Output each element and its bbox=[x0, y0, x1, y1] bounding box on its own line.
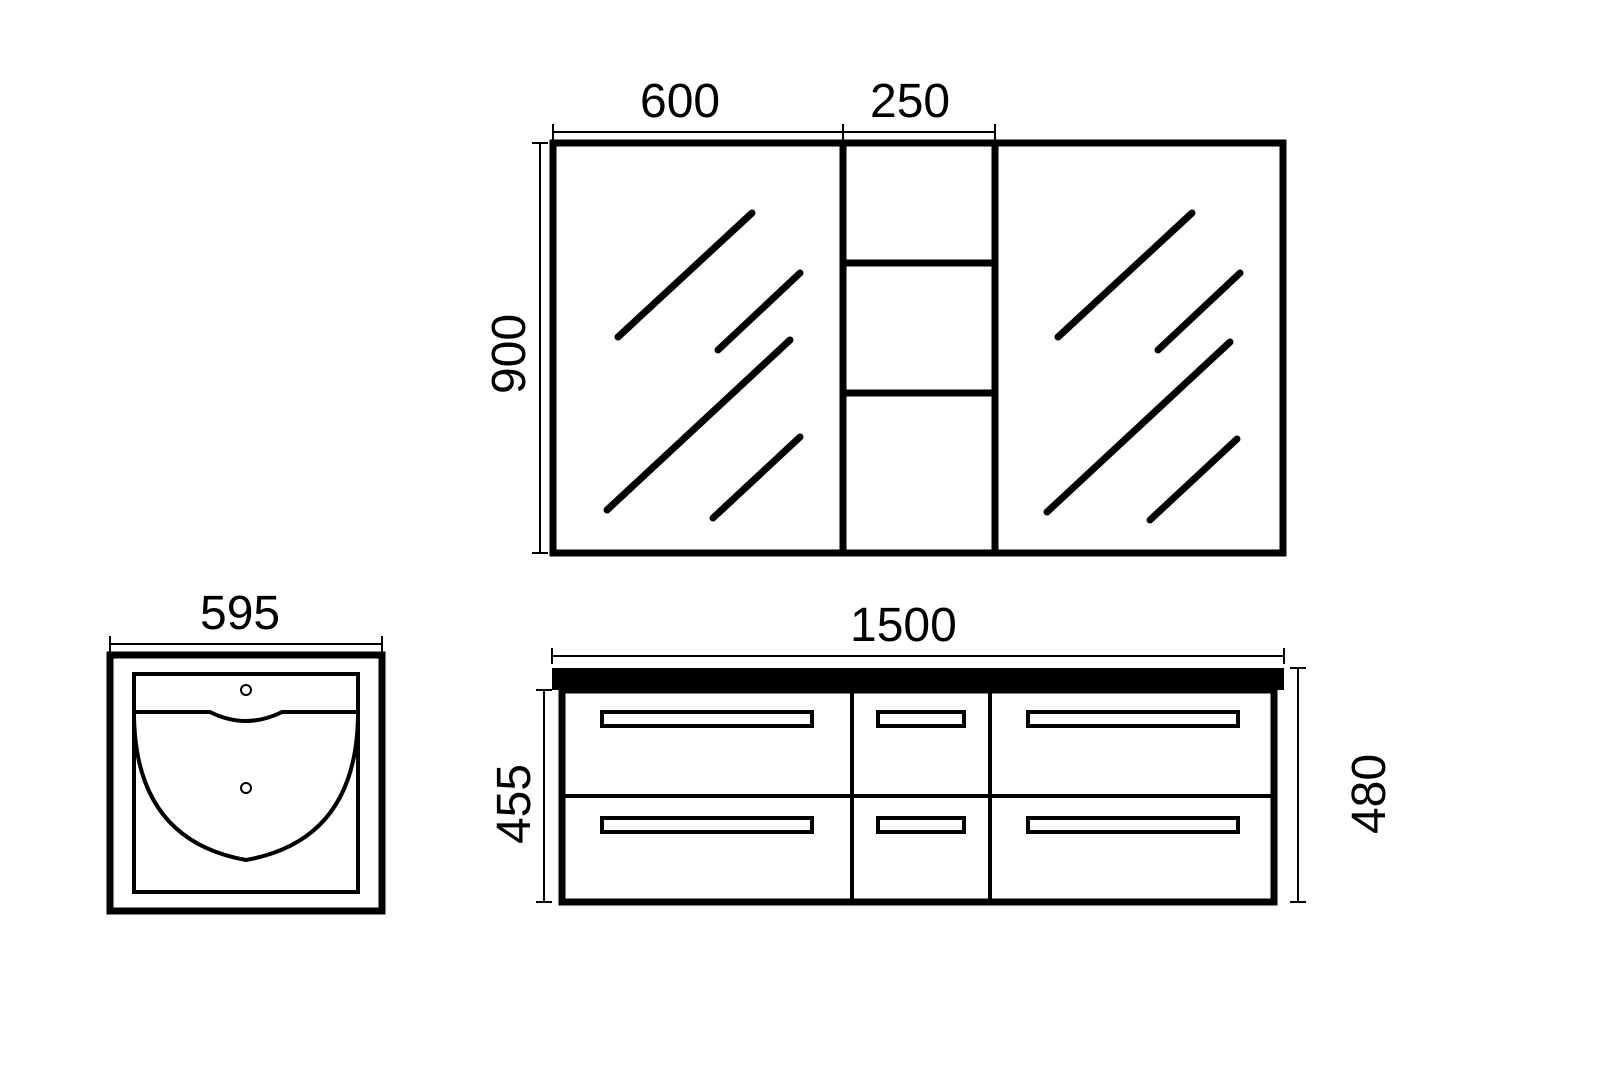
dim-455-label: 455 bbox=[491, 764, 539, 844]
dim-595-label: 595 bbox=[200, 590, 280, 638]
dim-1500-label: 1500 bbox=[850, 602, 957, 650]
dim-600-label: 600 bbox=[640, 78, 720, 126]
drawing-svg bbox=[0, 0, 1600, 1067]
drawing-stage: 600 250 900 595 1500 455 480 bbox=[0, 0, 1600, 1067]
dim-250-label: 250 bbox=[870, 78, 950, 126]
dim-900-label: 900 bbox=[486, 314, 534, 394]
dim-480-label: 480 bbox=[1346, 754, 1394, 834]
